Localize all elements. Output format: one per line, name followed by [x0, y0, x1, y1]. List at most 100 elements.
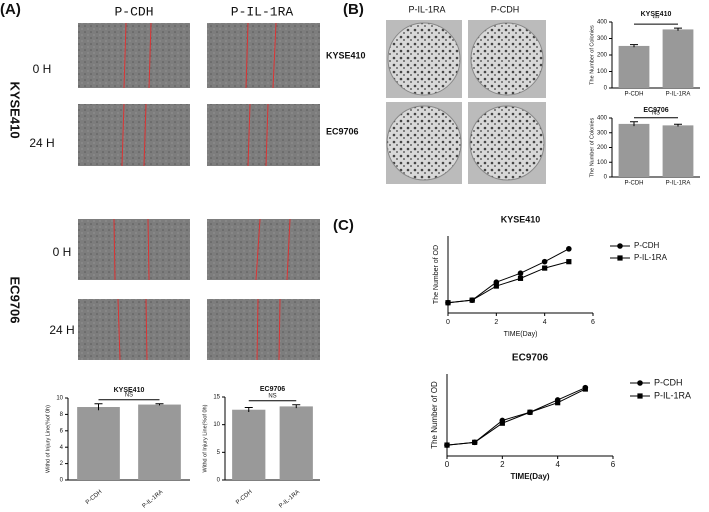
x-tick-label: 0 [446, 319, 450, 326]
legend-label: P-CDH [654, 377, 683, 387]
point [445, 300, 451, 306]
x-tick-label: 4 [555, 460, 560, 469]
legend-marker [617, 243, 623, 249]
chart-title: EC9706 [260, 386, 285, 393]
legend-marker [637, 393, 643, 399]
point [493, 283, 499, 289]
column-label: P-CDH [491, 4, 520, 14]
point [472, 439, 478, 445]
point [542, 265, 548, 271]
chart-title: EC9706 [643, 107, 668, 114]
group-label: EC9706 [8, 277, 23, 324]
row-label: 0 H [53, 245, 72, 259]
significance-label: NS [652, 110, 660, 116]
point [566, 259, 572, 265]
y-axis-label: The Number of Colonies [589, 25, 595, 85]
legend-label: P-IL-1RA [654, 390, 691, 400]
x-tick-label: 2 [500, 460, 505, 469]
x-tick-label: P-CDH [85, 489, 103, 506]
y-tick-label: 4 [60, 445, 64, 451]
y-tick-label: 400 [597, 20, 608, 26]
line [447, 248, 570, 304]
bar [232, 409, 266, 480]
bar [77, 407, 120, 480]
bar [618, 45, 650, 88]
legend-label: P-IL-1RA [634, 253, 668, 262]
error-bar [292, 404, 301, 409]
point [499, 420, 505, 426]
y-tick-label: 6 [60, 428, 64, 434]
legend-marker [637, 380, 643, 386]
error-bar [674, 123, 682, 127]
panel-label: (C) [333, 217, 354, 234]
line [446, 388, 586, 446]
y-tick-label: 100 [597, 69, 608, 75]
y-tick-label: 2 [60, 461, 64, 467]
point [517, 275, 524, 281]
x-tick-label: P-CDH [235, 489, 253, 506]
x-tick-label: P-CDH [625, 181, 644, 187]
y-tick-label: 300 [597, 36, 608, 42]
point [517, 270, 524, 277]
y-axis-label: The Number of OD [433, 245, 440, 304]
y-tick-label: 5 [217, 450, 221, 456]
error-bar [630, 121, 638, 127]
column-label: P-IL-1RA [408, 4, 445, 14]
bar [138, 404, 181, 480]
cell-label: KYSE410 [326, 50, 366, 60]
bar [662, 125, 694, 177]
x-tick-label: 2 [494, 319, 498, 326]
x-tick-label: P-IL-1RA [666, 92, 691, 98]
significance-label: NS [125, 392, 133, 398]
y-tick-label: 100 [597, 160, 608, 166]
x-axis-label: TIME(Day) [504, 331, 538, 338]
row-label: 24 H [29, 136, 54, 150]
error-bar [674, 27, 682, 31]
row-label: 24 H [49, 323, 74, 337]
significance-label: *** [652, 17, 660, 23]
point [541, 258, 548, 265]
legend-label: P-CDH [634, 241, 660, 250]
y-tick-label: 200 [597, 53, 608, 59]
x-tick-label: 6 [611, 460, 616, 469]
y-axis-label: Withd of Injury Line(%of 0h) [202, 404, 208, 472]
point [444, 442, 450, 448]
bar [662, 29, 694, 88]
row-label: 0 H [33, 62, 52, 76]
colony-plates [386, 20, 546, 184]
y-tick-label: 10 [56, 396, 63, 402]
point [527, 409, 533, 415]
bar [279, 406, 313, 480]
y-tick-label: 10 [213, 422, 220, 428]
x-tick-label: 0 [445, 460, 450, 469]
chart-title: KYSE410 [501, 214, 541, 224]
x-tick-label: P-IL-1RA [142, 489, 165, 509]
error-bar [155, 403, 164, 406]
cell-label: EC9706 [326, 126, 359, 136]
panel-label: (B) [343, 1, 364, 18]
x-tick-label: 6 [591, 319, 595, 326]
column-label: P-CDH [114, 4, 153, 19]
y-tick-label: 300 [597, 130, 608, 136]
x-tick-label: P-IL-1RA [666, 181, 691, 187]
point [469, 297, 475, 303]
error-bar [630, 44, 638, 48]
y-axis-label: The Number of Colonies [589, 117, 595, 177]
y-tick-label: 0 [217, 478, 221, 484]
y-tick-label: 0 [60, 478, 64, 484]
x-tick-label: P-IL-1RA [278, 489, 301, 509]
legend-marker [617, 255, 623, 261]
chart-title: KYSE410 [641, 11, 672, 18]
line [447, 261, 569, 304]
x-tick-label: P-CDH [625, 92, 644, 98]
y-tick-label: 0 [604, 175, 608, 181]
y-tick-label: 15 [213, 395, 220, 401]
panel-label: (A) [0, 1, 21, 18]
y-tick-label: 400 [597, 116, 608, 122]
line [446, 387, 586, 446]
error-bar [244, 407, 253, 412]
significance-label: NS [268, 393, 276, 399]
point [555, 400, 561, 406]
wound-images [78, 22, 320, 361]
column-label: P-IL-1RA [231, 4, 294, 19]
